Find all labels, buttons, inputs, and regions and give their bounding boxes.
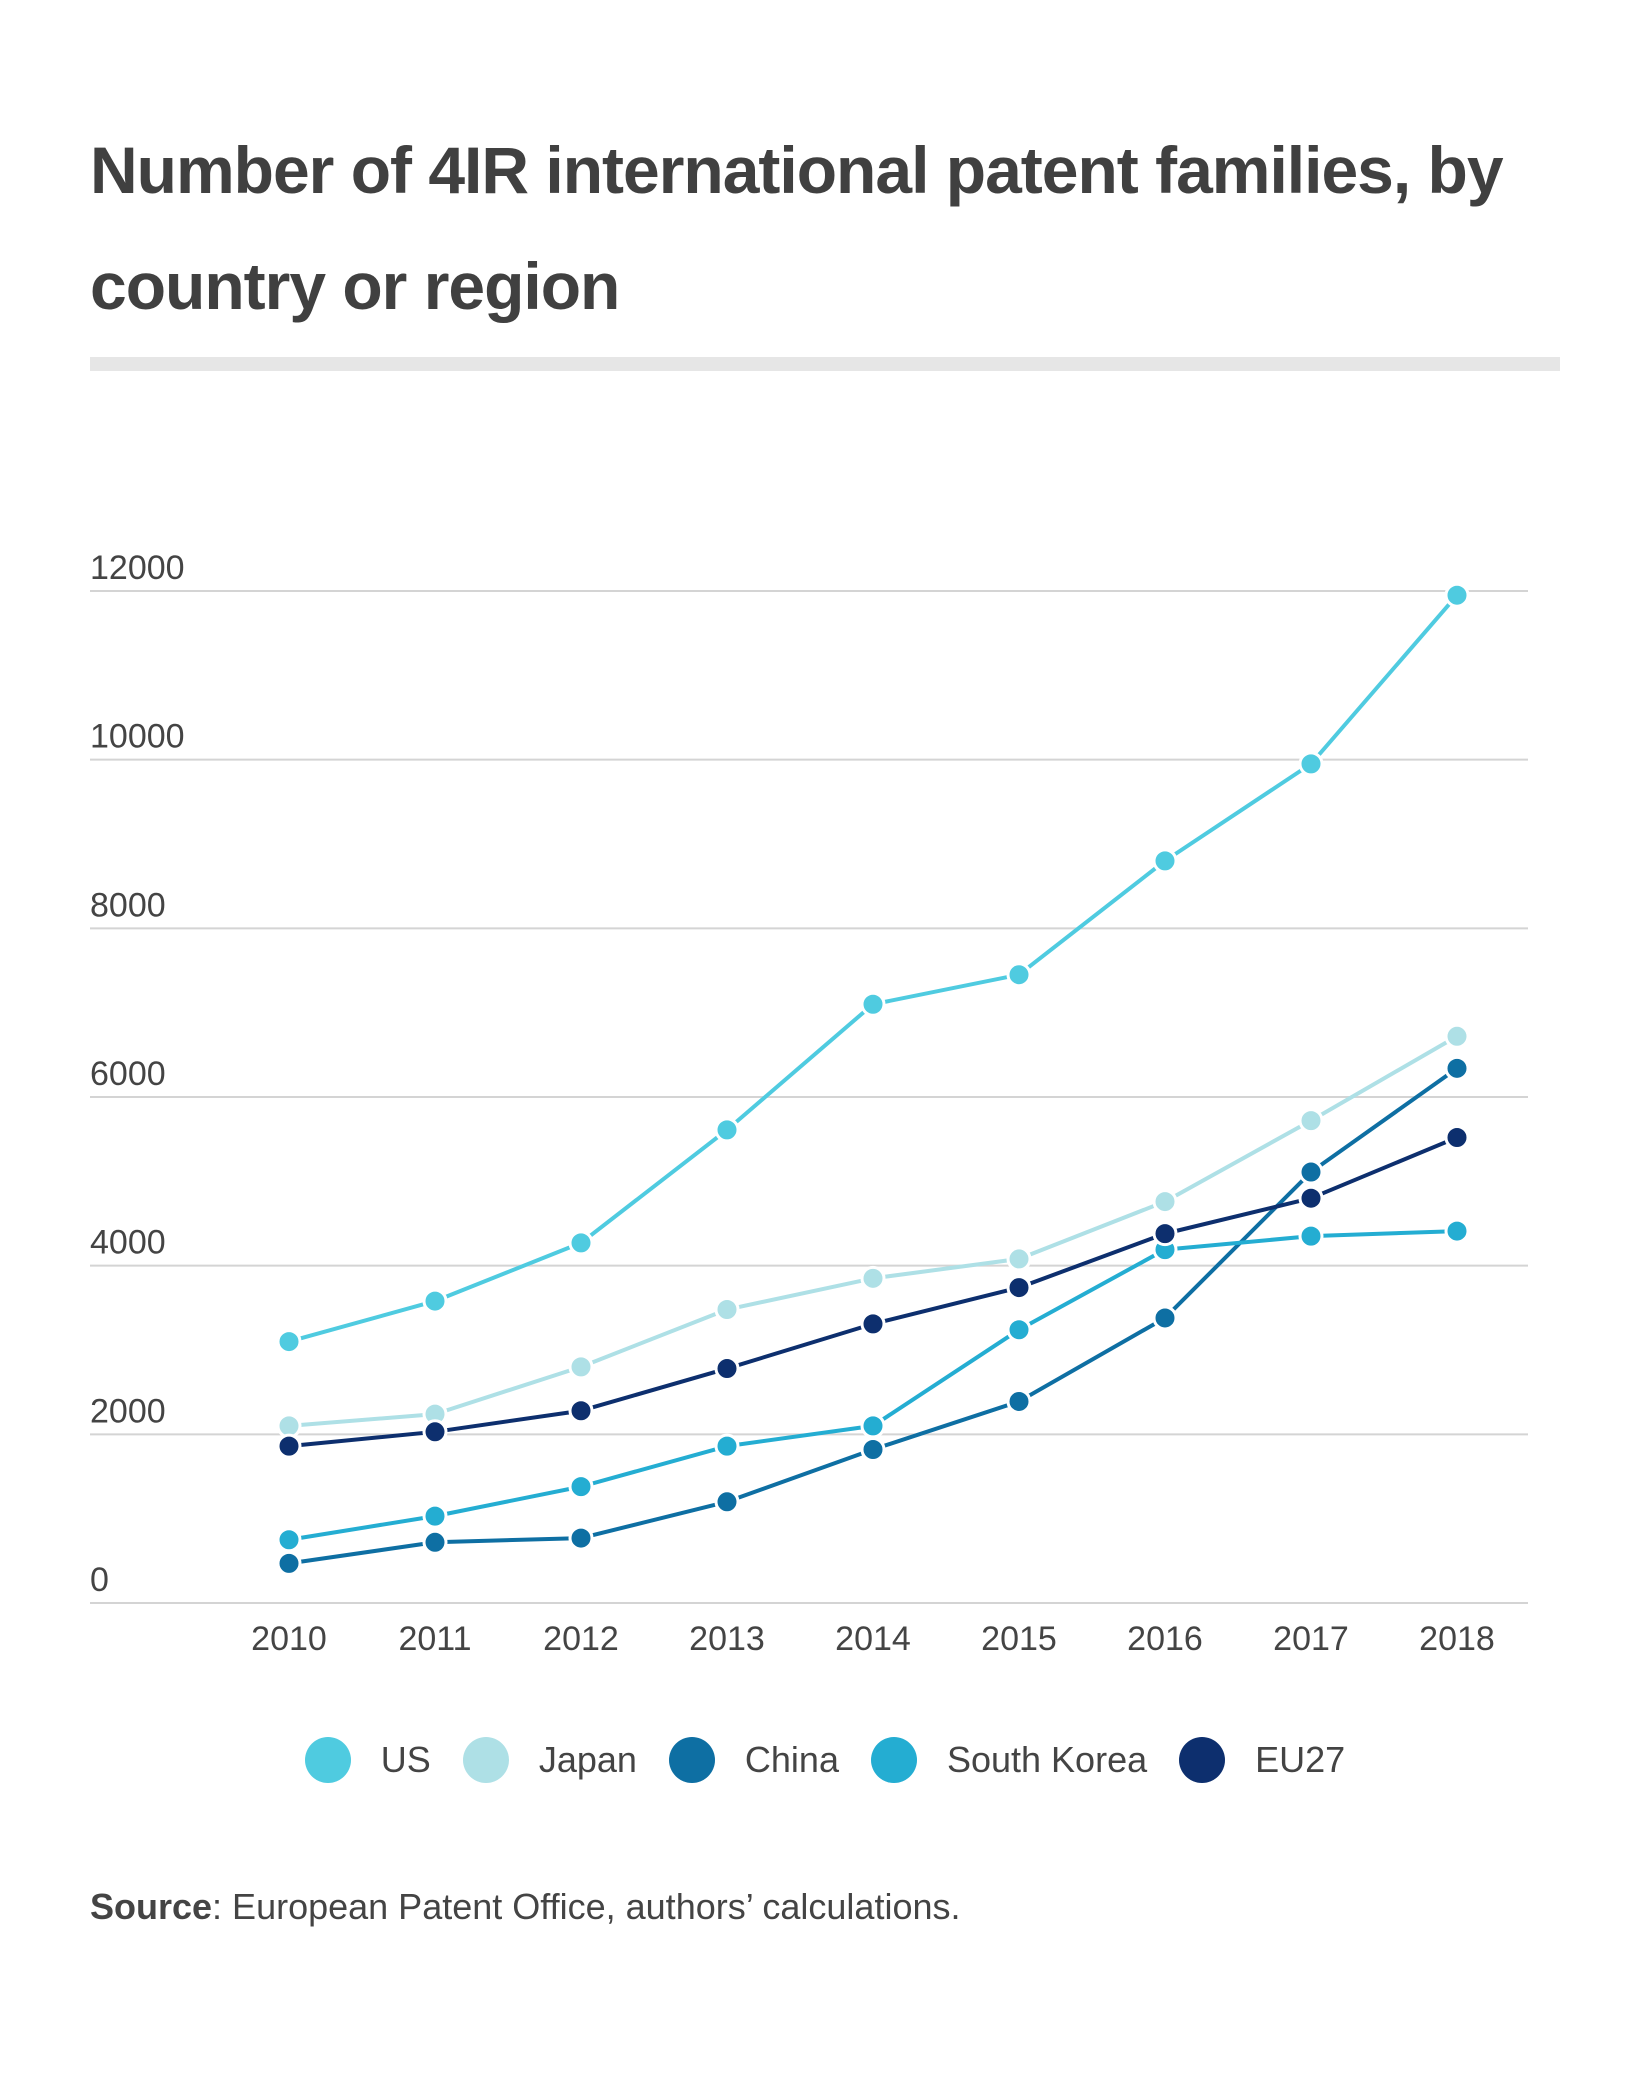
source-text: : European Patent Office, authors’ calcu… — [212, 1886, 961, 1927]
legend-item-south-korea: South Korea — [870, 1737, 1148, 1783]
legend-item-china: China — [668, 1737, 839, 1783]
data-point-eu27 — [1006, 1275, 1032, 1301]
data-point-us — [714, 1117, 740, 1143]
gridlines — [90, 590, 1528, 1604]
x-tick-label: 2015 — [981, 1620, 1057, 1658]
x-tick-label: 2011 — [398, 1620, 471, 1658]
data-point-eu27 — [422, 1419, 448, 1445]
data-point-eu27 — [1152, 1221, 1178, 1247]
data-point-china — [1006, 1388, 1032, 1414]
y-tick-label: 4000 — [90, 1224, 166, 1262]
x-tick-label: 2010 — [251, 1620, 327, 1658]
chart-title: Number of 4IR international patent famil… — [90, 133, 1504, 323]
legend: US Japan China South Korea EU27 — [0, 1730, 1650, 1790]
data-point-south-korea — [422, 1503, 448, 1529]
line-chart: 0 2000 4000 6000 8000 10000 12000 2010 2011 2012… — [90, 549, 1528, 1658]
data-point-south-korea — [1444, 1218, 1470, 1244]
data-point-japan — [1298, 1108, 1324, 1134]
data-point-us — [1298, 751, 1324, 777]
legend-label: US — [380, 1739, 431, 1780]
data-point-us — [1444, 582, 1470, 608]
data-point-japan — [714, 1297, 740, 1323]
data-point-south-korea — [1006, 1317, 1032, 1343]
data-point-south-korea — [568, 1474, 594, 1500]
legend-item-japan: Japan — [462, 1737, 637, 1783]
x-axis-labels: 2010 2011 2012 2013 2014 2015 2016 2017 2018 — [251, 1620, 1495, 1658]
y-tick-label: 0 — [90, 1561, 109, 1599]
y-tick-label: 12000 — [90, 549, 185, 587]
data-point-eu27 — [714, 1356, 740, 1382]
data-point-eu27 — [860, 1311, 886, 1337]
legend-label: EU27 — [1255, 1739, 1346, 1780]
legend-swatch — [304, 1737, 351, 1783]
data-point-china — [422, 1529, 448, 1555]
data-point-us — [1152, 848, 1178, 874]
data-point-south-korea — [1298, 1223, 1324, 1249]
x-tick-label: 2017 — [1273, 1620, 1349, 1658]
legend-swatch — [1179, 1737, 1226, 1783]
data-point-us — [568, 1230, 594, 1256]
data-point-eu27 — [568, 1398, 594, 1424]
source-label: Source — [90, 1886, 213, 1927]
data-point-eu27 — [1298, 1185, 1324, 1211]
series-points — [276, 582, 1470, 1576]
y-tick-label: 2000 — [90, 1392, 166, 1430]
data-point-china — [276, 1550, 302, 1576]
x-tick-label: 2012 — [543, 1620, 619, 1658]
data-point-japan — [860, 1265, 886, 1291]
data-point-us — [276, 1329, 302, 1355]
legend-swatch — [668, 1737, 715, 1783]
source-note: Source: European Patent Office, authors’… — [90, 1886, 961, 1928]
data-point-south-korea — [276, 1527, 302, 1553]
y-tick-label: 10000 — [90, 718, 185, 756]
legend-label: Japan — [538, 1739, 637, 1780]
x-tick-label: 2014 — [835, 1620, 911, 1658]
data-point-us — [1006, 962, 1032, 988]
data-point-japan — [1152, 1189, 1178, 1215]
series-line-japan — [288, 1034, 1459, 1428]
data-point-china — [1298, 1159, 1324, 1185]
y-tick-label: 6000 — [90, 1055, 166, 1093]
legend-swatch — [870, 1737, 917, 1783]
y-axis-labels: 0 2000 4000 6000 8000 10000 12000 — [90, 549, 185, 1599]
legend-swatch — [462, 1737, 509, 1783]
x-tick-label: 2016 — [1127, 1620, 1203, 1658]
x-tick-label: 2013 — [689, 1620, 765, 1658]
x-tick-label: 2018 — [1419, 1620, 1495, 1658]
legend-label: South Korea — [946, 1739, 1148, 1780]
data-point-japan — [1444, 1023, 1470, 1049]
data-point-south-korea — [714, 1433, 740, 1459]
legend-label: China — [744, 1739, 839, 1780]
data-point-china — [860, 1437, 886, 1463]
series-line-us — [288, 593, 1459, 1344]
legend-item-eu27: EU27 — [1179, 1737, 1345, 1783]
data-point-china — [1444, 1055, 1470, 1081]
data-point-china — [714, 1489, 740, 1515]
data-point-japan — [276, 1413, 302, 1439]
data-point-china — [1152, 1305, 1178, 1331]
data-point-japan — [1006, 1246, 1032, 1272]
y-tick-label: 8000 — [90, 886, 166, 924]
data-point-china — [568, 1525, 594, 1551]
data-point-us — [860, 991, 886, 1017]
data-point-eu27 — [1444, 1124, 1470, 1150]
series-line-eu27 — [288, 1135, 1458, 1449]
data-point-us — [422, 1288, 448, 1314]
data-point-japan — [568, 1354, 594, 1380]
data-point-eu27 — [276, 1433, 302, 1459]
data-point-south-korea — [860, 1413, 886, 1439]
title-divider — [90, 357, 1560, 371]
legend-item-us: US — [304, 1737, 431, 1783]
